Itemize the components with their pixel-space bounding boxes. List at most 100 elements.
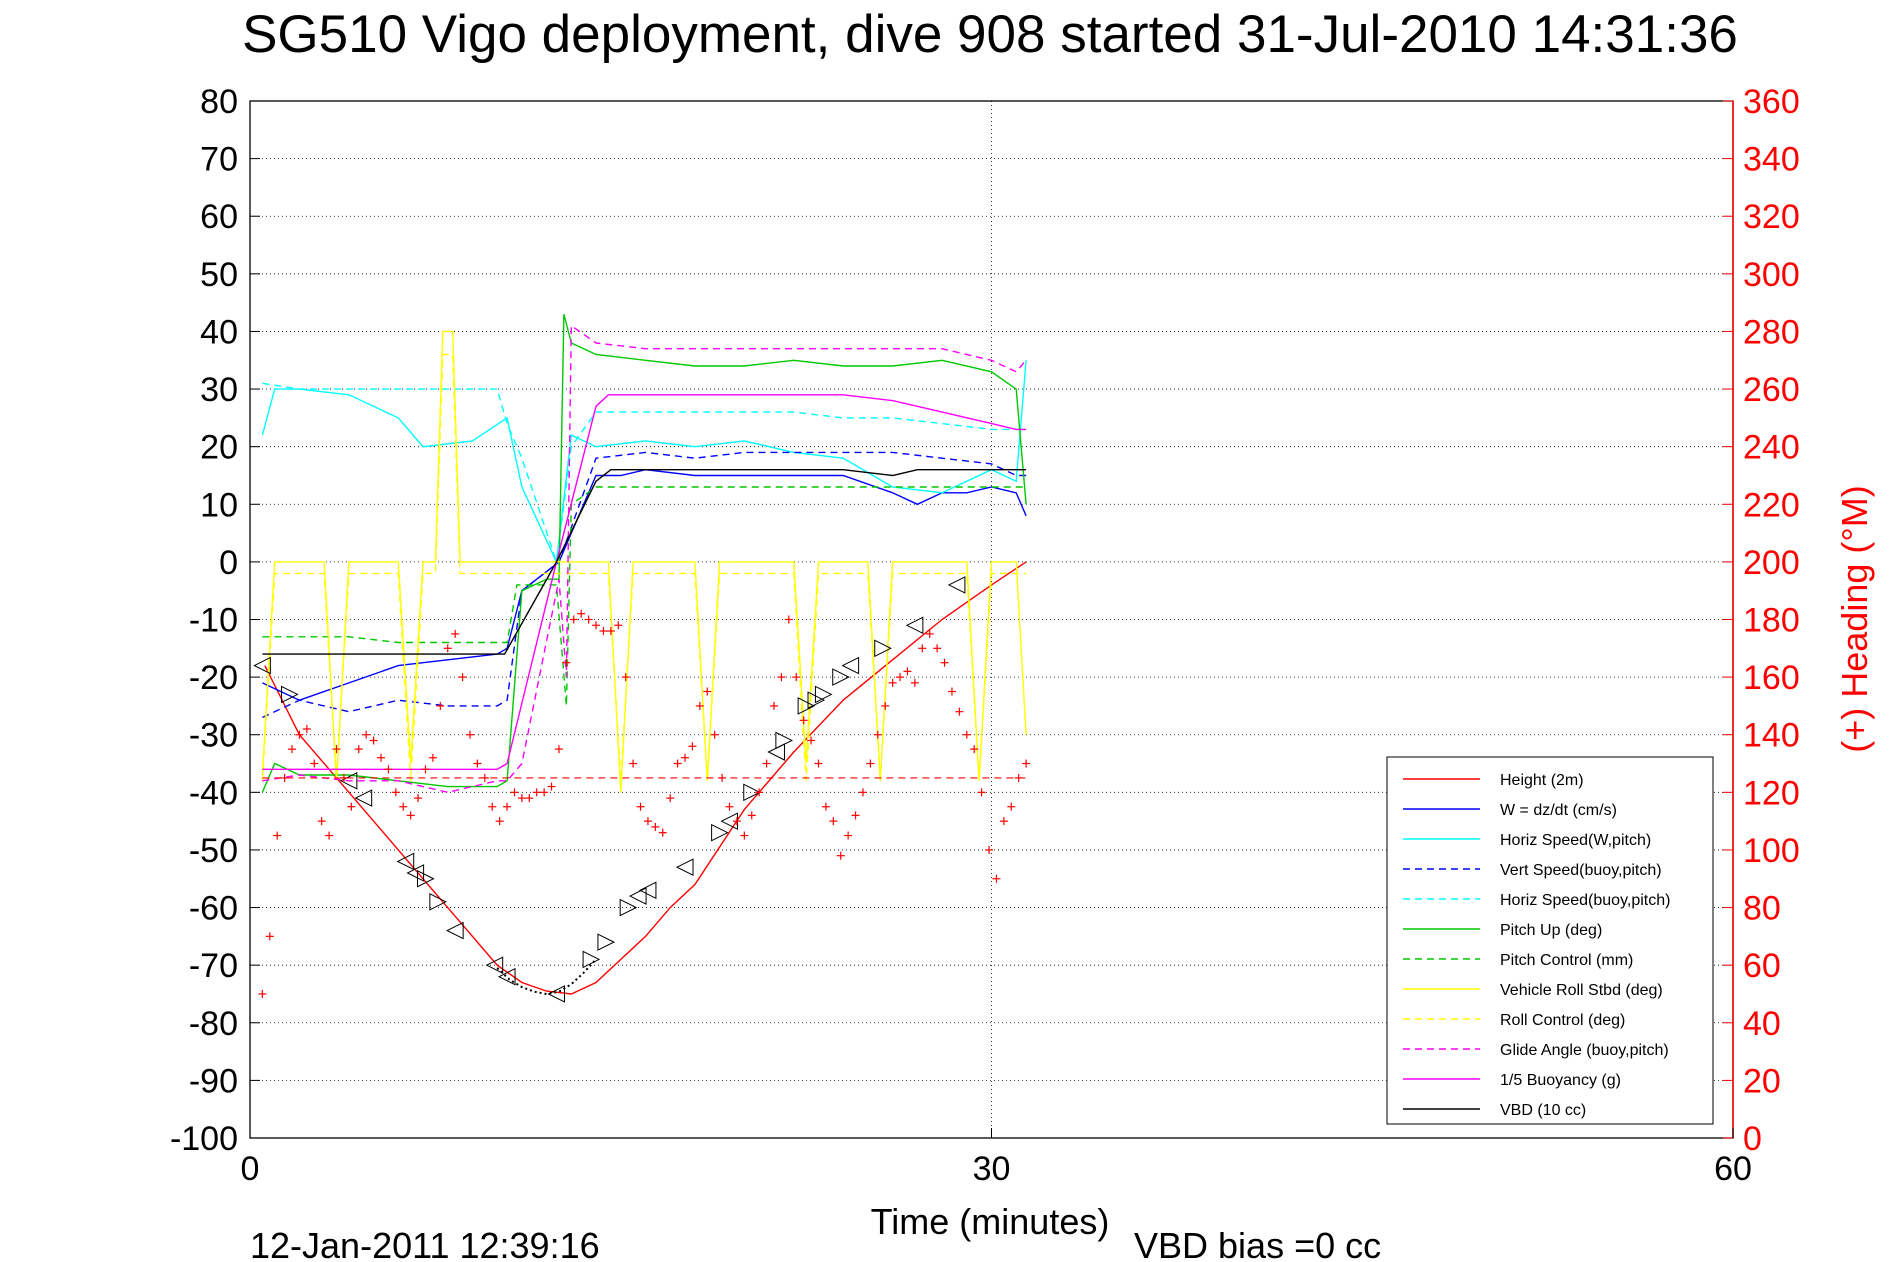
heading-point [999,817,1008,826]
heading-point [369,736,378,745]
heading-point [458,673,467,682]
heading-point [428,753,437,762]
heading-point [718,773,727,782]
series-line [261,353,1027,781]
heading-point [732,817,741,826]
heading-point [740,831,749,840]
heading-point [503,802,512,811]
right-tick-label: 100 [1743,832,1800,870]
heading-point [933,644,942,653]
depth-marker [253,656,271,675]
heading-point [925,629,934,638]
x-axis-ticks: 0 30 60 [241,1128,1752,1188]
right-axis-label: (+) Heading (°M) [1834,485,1875,752]
heading-point [636,802,645,811]
heading-point [947,687,956,696]
heading-point [517,794,526,803]
heading-point [480,773,489,782]
series-line [262,468,1027,701]
left-tick-label: 60 [200,198,238,236]
right-tick-label: 220 [1743,486,1800,524]
x-tick-label: 60 [1714,1150,1752,1188]
left-tick-label: 20 [200,429,238,467]
heading-point [643,817,652,826]
heading-point [769,701,778,710]
heading-point [339,773,348,782]
heading-point [666,794,675,803]
left-tick-label: -10 [189,602,238,640]
depth-marker [416,869,435,888]
left-tick-label: 40 [200,313,238,351]
legend-label: W = dz/dt (cm/s) [1500,802,1617,819]
right-tick-label: 60 [1743,947,1781,985]
depth-marker [832,668,850,686]
left-tick-label: -90 [189,1062,238,1100]
heading-point [962,730,971,739]
right-tick-label: 300 [1743,256,1800,294]
heading-point [495,817,504,826]
depth-marker [841,656,860,675]
depth-marker [339,772,358,790]
right-tick-label: 280 [1743,313,1800,351]
heading-point [821,802,830,811]
depth-marker [814,685,833,704]
legend-label: Vehicle Roll Stbd (deg) [1500,982,1663,999]
heading-point [784,615,793,624]
heading-point [977,788,986,797]
right-tick-label: 320 [1743,198,1800,236]
series-line [262,451,1027,719]
heading-point [888,678,897,687]
left-tick-label: -50 [189,832,238,870]
left-tick-label: -20 [189,659,238,697]
heading-point [866,759,875,768]
right-tick-label: 260 [1743,371,1800,409]
heading-point [844,831,853,840]
heading-point [599,627,608,636]
left-tick-label: -30 [189,717,238,755]
right-tick-label: 200 [1743,544,1800,582]
depth-marker [743,783,761,802]
heading-point [473,759,482,768]
series-line [261,360,1027,565]
heading-point [799,716,808,725]
depth-marker [582,950,601,969]
legend: Height (2m) W = dz/dt (cm/s) Horiz Speed(W… [1386,756,1714,1125]
heading-point [777,673,786,682]
left-tick-label: -80 [189,1005,238,1043]
heading-point [681,753,690,762]
right-tick-label: 20 [1743,1062,1781,1100]
heading-points [258,609,1031,998]
heading-point [547,782,556,791]
footer-vbd-bias: VBD bias =0 cc [1134,1225,1381,1262]
x-tick-label: 30 [973,1150,1011,1188]
series-line [261,314,1027,793]
heading-point [881,701,890,710]
depth-marker [485,956,504,974]
heading-point [569,615,578,624]
footer-date: 12-Jan-2011 12:39:16 [250,1225,600,1262]
heading-point [688,742,697,751]
heading-point [265,932,274,941]
heading-point [1007,802,1016,811]
heading-point [354,745,363,754]
heading-point [703,687,712,696]
heading-point [955,707,964,716]
heading-point [651,822,660,831]
depth-marker [797,697,816,715]
left-tick-label: 10 [200,486,238,524]
heading-point [317,817,326,826]
series-line [262,382,1027,563]
depth-marker [905,616,924,635]
series-layer [261,314,1027,995]
depth-marker [354,789,373,807]
right-tick-label: 180 [1743,602,1800,640]
heading-point [325,831,334,840]
depth-marker [446,921,464,940]
heading-point [554,745,563,754]
heading-point [992,874,1001,883]
heading-point [1022,759,1031,768]
heading-point [332,745,341,754]
depth-marker [874,639,892,658]
left-tick-label: -70 [189,947,238,985]
legend-label: Height (2m) [1500,772,1584,789]
